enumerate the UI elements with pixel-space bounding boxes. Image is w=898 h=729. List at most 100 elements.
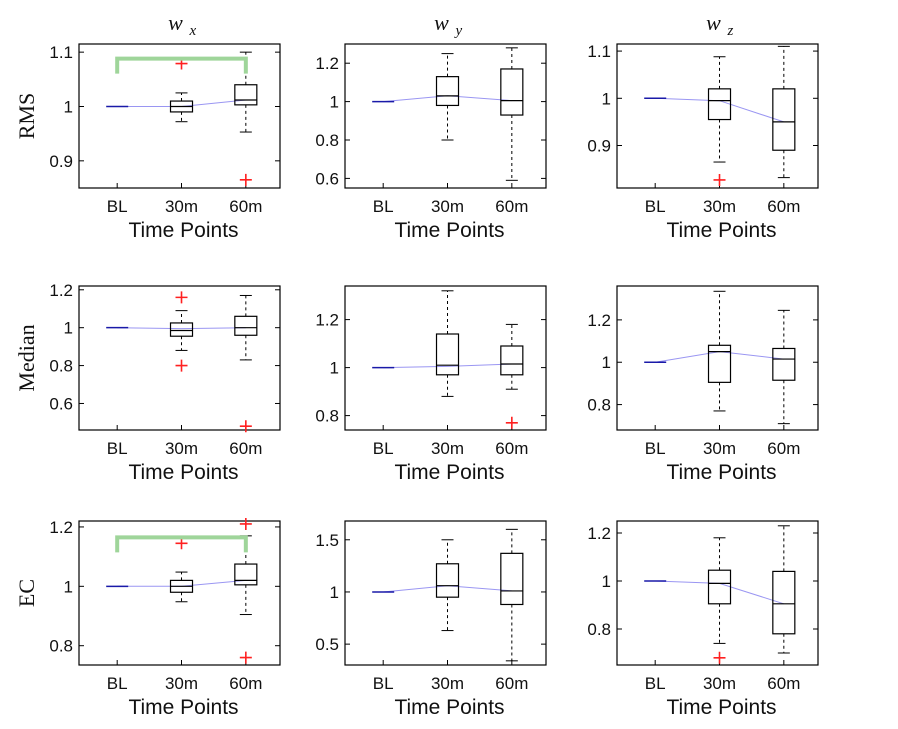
axes-frame	[616, 520, 819, 666]
significance-bracket	[115, 535, 248, 553]
outlier-marker	[239, 173, 252, 186]
box-60m	[234, 51, 258, 186]
panel-ec-wz: 0.8 1 1.2 BL 30m 60m Time Points	[587, 520, 819, 719]
y-tick-label: 0.9	[587, 137, 611, 156]
y-tick-label: 1	[330, 93, 339, 112]
x-tick-label: 30m	[431, 439, 464, 458]
x-tick-label: 60m	[767, 674, 800, 693]
y-tick-label: 1	[602, 89, 611, 108]
x-axis-label: Time Points	[128, 696, 238, 719]
x-tick-label: 60m	[229, 197, 262, 216]
axes-frame	[78, 520, 281, 666]
box-60m	[234, 294, 258, 433]
median-trend-line	[655, 97, 784, 123]
x-tick-label: 30m	[165, 674, 198, 693]
x-axis-label: Time Points	[394, 219, 504, 242]
y-tick-label: 1.2	[49, 281, 73, 300]
outlier-marker	[713, 651, 726, 664]
box-body	[772, 347, 796, 381]
box-30m	[707, 56, 732, 186]
y-tick-label: 1.2	[315, 54, 339, 73]
x-tick-label: BL	[645, 439, 666, 458]
box-60m	[500, 528, 524, 662]
box-body	[435, 333, 460, 376]
y-tick-label: 0.5	[315, 635, 339, 654]
panel-rms-wy: 0.6 0.8 1 1.2 BL 30m 60m Time Points	[315, 43, 547, 242]
x-tick-label: 30m	[703, 674, 736, 693]
box-body	[500, 68, 524, 116]
x-axis-label: Time Points	[128, 461, 238, 484]
axes-frame	[78, 43, 281, 189]
x-tick-label: BL	[373, 197, 394, 216]
x-axis-label: Time Points	[394, 461, 504, 484]
row-label: EC	[14, 579, 39, 607]
outlier-marker	[239, 517, 252, 530]
x-tick-label: 30m	[165, 439, 198, 458]
x-tick-label: 30m	[431, 674, 464, 693]
x-axis-label: Time Points	[666, 696, 776, 719]
x-tick-label: 30m	[165, 197, 198, 216]
box-30m	[435, 53, 460, 141]
outlier-marker	[505, 416, 518, 429]
box-body	[500, 345, 524, 376]
y-tick-label: 1	[64, 577, 73, 596]
y-tick-label: 1	[64, 319, 73, 338]
x-tick-label: 60m	[495, 674, 528, 693]
box-body	[772, 88, 796, 151]
y-tick-label: 0.8	[587, 620, 611, 639]
y-tick-label: 1	[330, 359, 339, 378]
box-body	[772, 570, 796, 635]
significance-bracket	[115, 56, 248, 74]
x-tick-label: 60m	[229, 674, 262, 693]
box-30m	[169, 57, 194, 123]
y-tick-label: 0.6	[49, 394, 73, 413]
x-tick-label: 60m	[495, 197, 528, 216]
x-tick-label: 60m	[495, 439, 528, 458]
box-30m	[707, 290, 732, 412]
axes-frame	[344, 520, 547, 666]
axes-frame	[344, 43, 547, 189]
panel-median-wz: 0.8 1 1.2 BL 30m 60m Time Points	[587, 285, 819, 484]
x-tick-label: 30m	[431, 197, 464, 216]
box-body	[707, 344, 732, 383]
row-label: RMS	[14, 93, 39, 139]
axes-frame	[616, 285, 819, 431]
y-tick-label: 1	[330, 583, 339, 602]
x-tick-label: BL	[645, 674, 666, 693]
axes-frame	[344, 285, 547, 431]
median-trend-line	[383, 363, 512, 369]
box-body	[435, 563, 460, 598]
column-title: w	[168, 10, 183, 35]
panel-rms-wz: 0.9 1 1.1 BL 30m 60m Time Points	[587, 42, 819, 242]
median-trend-line	[655, 580, 784, 605]
y-tick-label: 1	[602, 572, 611, 591]
y-tick-label: 1.5	[315, 531, 339, 550]
panel-median-wx: 0.6 0.8 1 1.2 BL 30m 60m Time Points	[49, 281, 281, 484]
y-tick-label: 0.8	[587, 396, 611, 415]
x-axis-label: Time Points	[394, 696, 504, 719]
x-axis-label: Time Points	[666, 461, 776, 484]
box-body	[234, 315, 258, 336]
box-30m	[435, 539, 460, 632]
median-trend-line	[117, 579, 246, 587]
outlier-marker	[239, 651, 252, 664]
median-trend-line	[655, 351, 784, 363]
column-title-subscript: z	[727, 23, 734, 39]
y-tick-label: 1.2	[49, 518, 73, 537]
median-trend-line	[383, 585, 512, 593]
column-title-subscript: x	[189, 23, 197, 39]
y-tick-label: 1.2	[315, 311, 339, 330]
outlier-marker	[713, 173, 726, 186]
box-60m	[500, 323, 524, 429]
x-tick-label: BL	[373, 439, 394, 458]
box-body	[707, 88, 732, 121]
box-body	[500, 552, 524, 606]
panel-ec-wx: 0.8 1 1.2 BL 30m 60m Time Points	[49, 517, 281, 719]
x-tick-label: 30m	[703, 439, 736, 458]
x-tick-label: 30m	[703, 197, 736, 216]
column-title: w	[706, 10, 721, 35]
y-tick-label: 1	[64, 97, 73, 116]
x-tick-label: BL	[645, 197, 666, 216]
x-tick-label: 60m	[767, 197, 800, 216]
